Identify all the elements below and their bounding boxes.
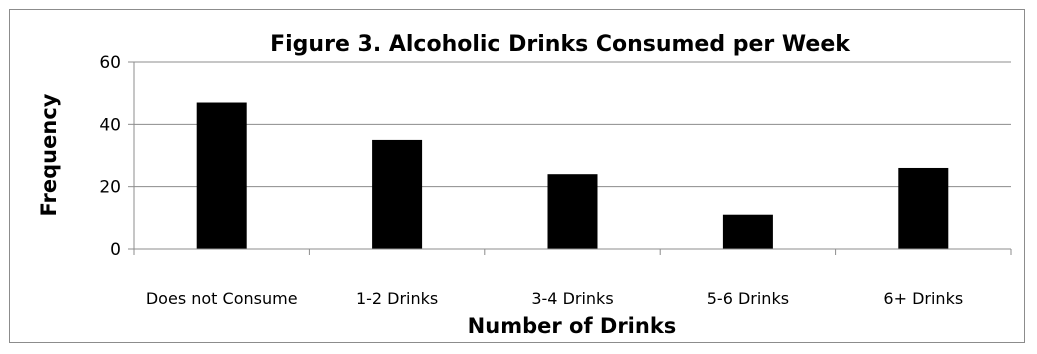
x-axis-label: Number of Drinks bbox=[468, 314, 677, 338]
axes bbox=[133, 62, 1012, 255]
y-tick-label: 20 bbox=[99, 178, 121, 198]
bar-3 bbox=[547, 174, 598, 249]
y-tick-label: 60 bbox=[99, 53, 121, 73]
x-category-label: Does not Consume bbox=[146, 289, 298, 308]
bar-4 bbox=[722, 214, 773, 249]
x-category-label: 1-2 Drinks bbox=[356, 289, 438, 308]
bar-5 bbox=[898, 167, 949, 249]
bar-2 bbox=[372, 139, 423, 249]
gridlines bbox=[134, 61, 1011, 188]
bars bbox=[196, 102, 949, 250]
x-category-label: 5-6 Drinks bbox=[707, 289, 789, 308]
chart-frame bbox=[9, 9, 1025, 343]
x-axis-categories: Does not Consume 1-2 Drinks 3-4 Drinks 5-6 … bbox=[146, 289, 963, 308]
y-axis-label: Frequency bbox=[37, 93, 61, 216]
chart-title: Figure 3. Alcoholic Drinks Consumed per … bbox=[270, 32, 851, 57]
x-category-label: 3-4 Drinks bbox=[531, 289, 613, 308]
x-category-label: 6+ Drinks bbox=[883, 289, 963, 308]
y-tick-label: 0 bbox=[110, 240, 121, 260]
bar-1 bbox=[196, 102, 247, 250]
y-tick-label: 40 bbox=[99, 115, 121, 135]
y-axis-ticks: 0 20 40 60 bbox=[99, 53, 134, 260]
